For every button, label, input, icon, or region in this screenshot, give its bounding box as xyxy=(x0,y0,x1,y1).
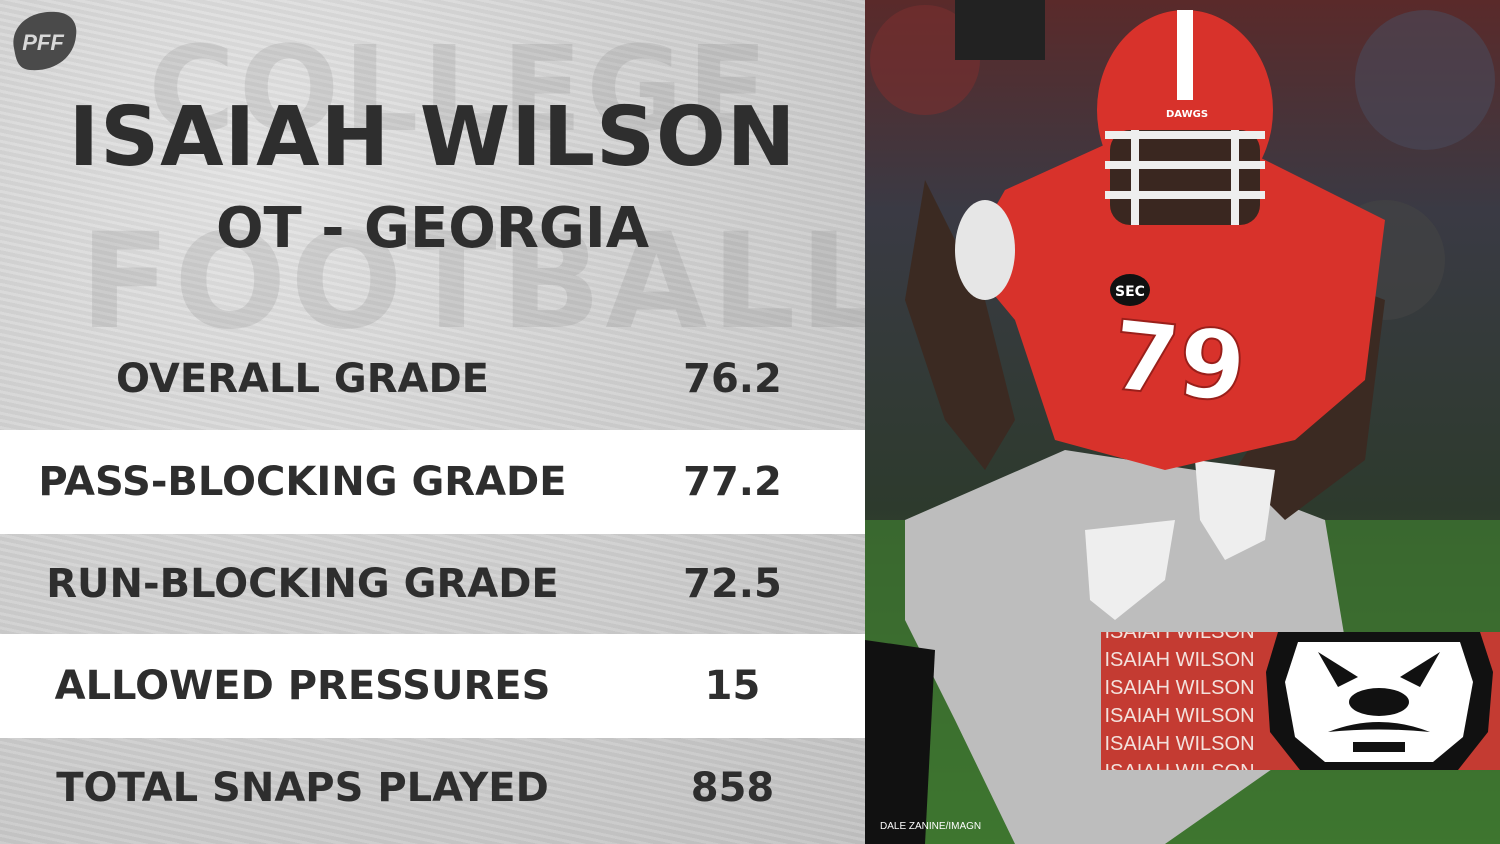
stat-row-overall-grade: OVERALL GRADE 76.2 xyxy=(0,327,865,431)
georgia-bulldog-logo xyxy=(1258,632,1500,770)
name-tile-line: ISAIAH WILSON xyxy=(1104,632,1255,643)
stat-value: 76.2 xyxy=(683,356,782,402)
stat-value: 77.2 xyxy=(683,459,782,505)
name-tile-line: ISAIAH WILSON xyxy=(1101,758,1258,770)
stats-panel: PFF COLLEGE FOOTBALL ISAIAH WILSON OT - … xyxy=(0,0,865,844)
photo-credit: DALE ZANINE/IMAGN xyxy=(880,821,982,832)
name-tile-line: ISAIAH WILSON xyxy=(1104,705,1255,727)
name-tile-line: ISAIAH WILSON xyxy=(1104,649,1255,671)
stat-label: TOTAL SNAPS PLAYED xyxy=(56,765,549,811)
pff-logo: PFF xyxy=(13,11,77,71)
helmet-text: DAWGS xyxy=(1166,109,1208,120)
stat-row-pass-blocking-grade: PASS-BLOCKING GRADE 77.2 xyxy=(0,430,865,534)
stat-value: 72.5 xyxy=(683,561,782,607)
sec-patch: SEC xyxy=(1115,284,1145,300)
name-tile-line: ISAIAH WILSON xyxy=(1104,677,1255,699)
pff-logo-text: PFF xyxy=(22,30,64,55)
stat-value: 15 xyxy=(704,663,761,709)
stat-row-allowed-pressures: ALLOWED PRESSURES 15 xyxy=(0,634,865,738)
camera-shape xyxy=(955,0,1045,60)
stat-row-run-blocking-grade: RUN-BLOCKING GRADE 72.5 xyxy=(0,532,865,636)
jersey-number: 79 xyxy=(1106,299,1251,424)
background-word-football: FOOTBALL xyxy=(80,205,865,359)
stat-row-total-snaps-played: TOTAL SNAPS PLAYED 858 xyxy=(0,736,865,840)
stat-label: PASS-BLOCKING GRADE xyxy=(38,459,567,505)
stat-value: 858 xyxy=(690,765,775,811)
stat-label: ALLOWED PRESSURES xyxy=(54,663,551,709)
player-name: ISAIAH WILSON xyxy=(68,90,797,185)
stat-label: RUN-BLOCKING GRADE xyxy=(46,561,559,607)
player-position-team: OT - GEORGIA xyxy=(215,196,650,261)
name-tile-line: ISAIAH WILSON xyxy=(1104,733,1255,755)
player-name-tile: ISAIAH WILSON ISAIAH WILSON ISAIAH WILSO… xyxy=(1101,632,1258,770)
background-word-college: COLLEGE xyxy=(148,20,772,158)
stat-label: OVERALL GRADE xyxy=(116,356,489,402)
